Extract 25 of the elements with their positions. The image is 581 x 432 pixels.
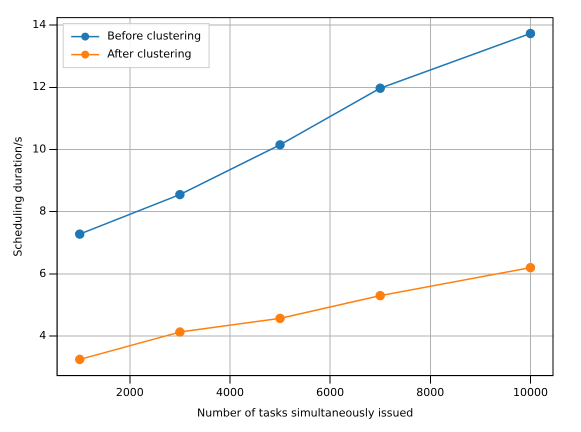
x-tick-label: 2000 bbox=[116, 386, 144, 400]
point bbox=[275, 140, 285, 150]
point bbox=[275, 314, 285, 324]
y-tick-label: 10 bbox=[32, 142, 46, 156]
point bbox=[175, 190, 185, 200]
x-tick-label: 6000 bbox=[316, 386, 344, 400]
x-axis-title: Number of tasks simultaneously issued bbox=[196, 406, 414, 420]
y-tick-label: 14 bbox=[32, 18, 46, 31]
x-tick-label: 4000 bbox=[216, 386, 244, 400]
x-tick-label: 8000 bbox=[416, 386, 444, 400]
legend-label: After clustering bbox=[107, 47, 192, 60]
point bbox=[74, 354, 84, 364]
y-axis-title: Scheduling duration/s bbox=[11, 136, 24, 257]
y-tick-label: 4 bbox=[39, 328, 46, 342]
point bbox=[375, 83, 385, 93]
point bbox=[375, 290, 385, 300]
y-tick-label: 12 bbox=[32, 80, 46, 94]
y-tick-label: 6 bbox=[39, 266, 46, 280]
point bbox=[175, 327, 185, 337]
point bbox=[526, 262, 536, 272]
y-tick-label: 8 bbox=[39, 204, 46, 218]
legend-label: Before clustering bbox=[107, 29, 202, 42]
point bbox=[526, 28, 536, 38]
point bbox=[74, 229, 84, 239]
x-tick-label: 10000 bbox=[512, 386, 548, 400]
